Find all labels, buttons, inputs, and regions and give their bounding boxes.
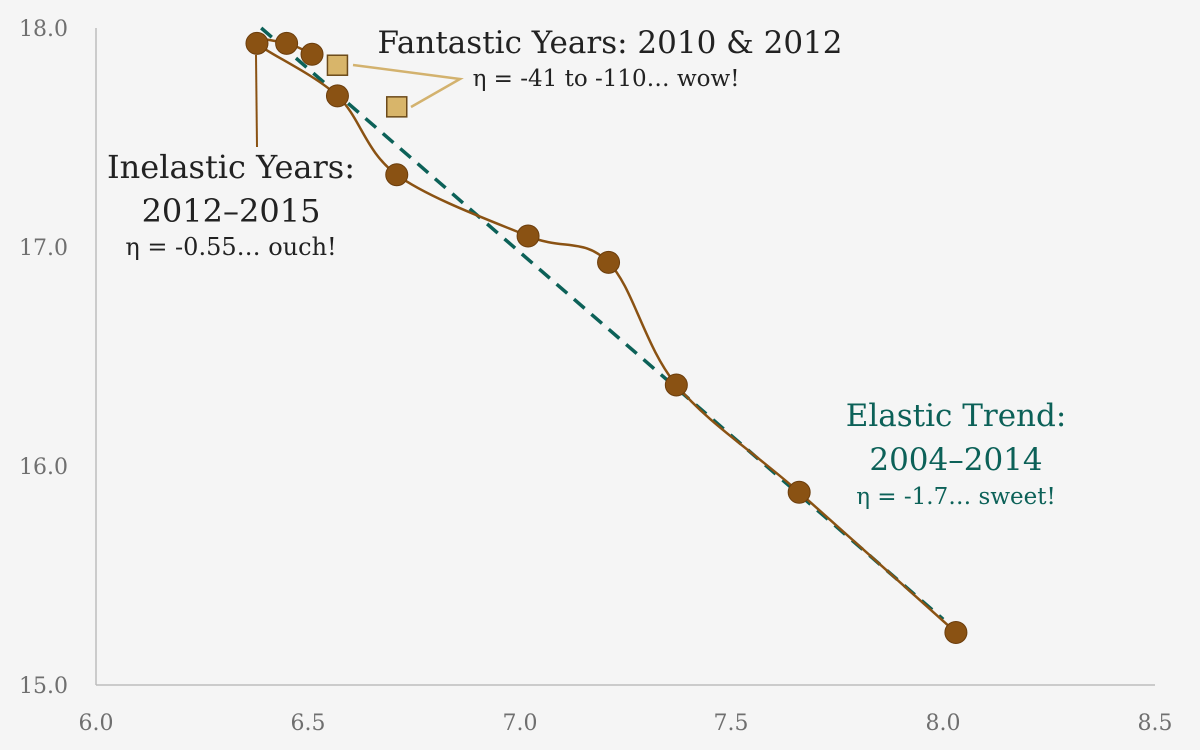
elastic-subtitle: η = -1.7… sweet! (856, 484, 1056, 510)
series-line-layer (254, 37, 957, 634)
inelastic-subtitle: η = -0.55… ouch! (125, 233, 336, 261)
elastic-years: 2004–2014 (869, 442, 1042, 478)
elastic-title: Elastic Trend: (846, 398, 1067, 434)
x-tick-label: 6.5 (291, 711, 326, 736)
data-point (385, 163, 409, 187)
data-point (597, 250, 621, 274)
data-point (787, 480, 811, 504)
inelastic-leader-line (255, 54, 258, 148)
annotation-leaders (255, 54, 464, 148)
data-point (325, 84, 349, 108)
fantastic-title: Fantastic Years: 2010 & 2012 (378, 25, 843, 61)
inelastic-years: 2012–2015 (142, 192, 321, 230)
x-tick-labels: 6.0 6.5 7.0 7.5 8.0 8.5 (79, 711, 1173, 736)
data-point (275, 31, 299, 55)
trend-line (260, 26, 945, 621)
fantastic-leader-line (352, 63, 464, 109)
inelastic-title: Inelastic Years: (107, 148, 355, 186)
data-point (300, 42, 324, 66)
data-point (944, 620, 968, 644)
data-point (245, 31, 269, 55)
trend-line-layer (260, 26, 945, 621)
x-tick-label: 6.0 (79, 711, 114, 736)
y-tick-label: 17.0 (19, 236, 68, 261)
x-tick-label: 7.5 (714, 711, 749, 736)
x-tick-label: 8.5 (1138, 711, 1173, 736)
series-connecting-line (254, 37, 957, 634)
x-tick-label: 7.0 (503, 711, 538, 736)
fantastic-subtitle: η = -41 to -110… wow! (473, 66, 740, 92)
data-point (516, 224, 540, 248)
x-tick-label: 8.0 (926, 711, 961, 736)
y-tick-label: 18.0 (19, 17, 68, 42)
y-tick-labels: 15.0 16.0 17.0 18.0 (19, 17, 68, 699)
fantastic-square-point (326, 54, 349, 76)
fantastic-square-point (386, 96, 408, 118)
data-point (664, 373, 688, 397)
y-tick-label: 15.0 (19, 674, 68, 699)
y-tick-label: 16.0 (19, 455, 68, 480)
marker-layer (245, 31, 968, 644)
